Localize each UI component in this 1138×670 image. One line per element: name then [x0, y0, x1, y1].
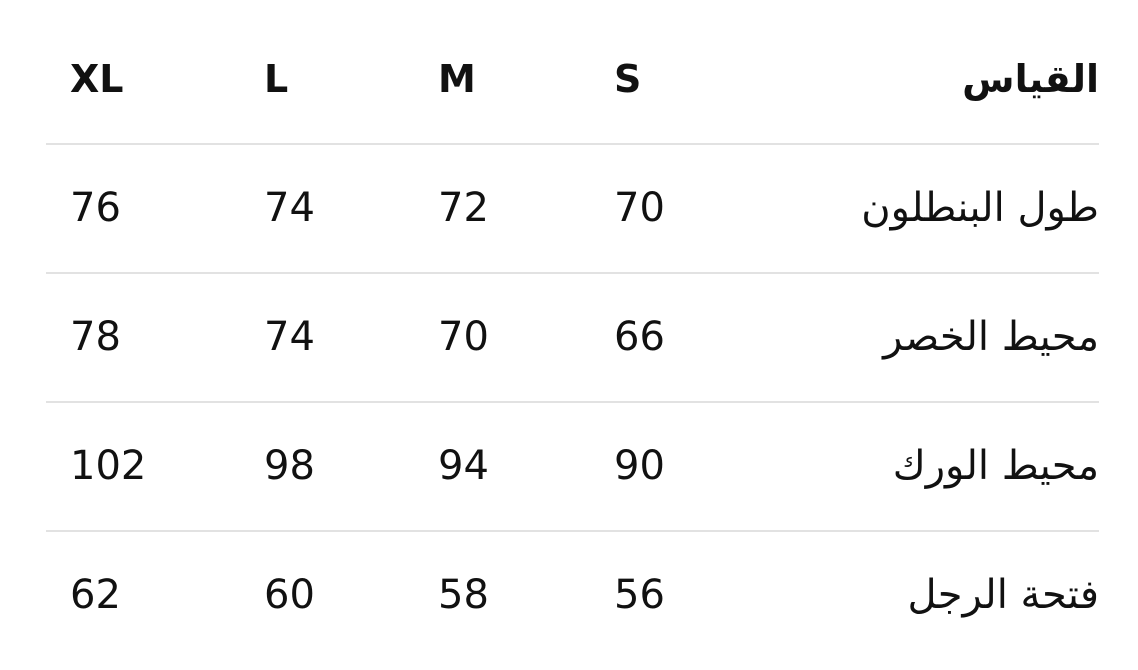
- cell: 56: [614, 571, 665, 618]
- table-row: 76 74 72 70 طول البنطلون: [46, 143, 1099, 274]
- cell: 102: [70, 442, 147, 489]
- table-header: XL L M S القياس: [46, 14, 1099, 145]
- table-row: 78 74 70 66 محيط الخصر: [46, 272, 1099, 403]
- cell: 74: [264, 313, 315, 360]
- cell: 70: [614, 184, 665, 231]
- cell: 60: [264, 571, 315, 618]
- cell: 78: [70, 313, 121, 360]
- row-label: محيط الورك: [892, 442, 1099, 489]
- cell: 76: [70, 184, 121, 231]
- cell: 94: [438, 442, 489, 489]
- cell: 66: [614, 313, 665, 360]
- cell: 62: [70, 571, 121, 618]
- header-label: القياس: [962, 56, 1099, 101]
- header-m: M: [438, 56, 476, 101]
- cell: 70: [438, 313, 489, 360]
- cell: 98: [264, 442, 315, 489]
- table-row: 62 60 58 56 فتحة الرجل: [46, 530, 1099, 659]
- cell: 72: [438, 184, 489, 231]
- table-row: 102 98 94 90 محيط الورك: [46, 401, 1099, 532]
- header-s: S: [614, 56, 642, 101]
- row-label: طول البنطلون: [861, 184, 1099, 231]
- cell: 74: [264, 184, 315, 231]
- row-label: محيط الخصر: [883, 313, 1099, 360]
- cell: 90: [614, 442, 665, 489]
- cell: 58: [438, 571, 489, 618]
- header-xl: XL: [70, 56, 124, 101]
- header-l: L: [264, 56, 289, 101]
- row-label: فتحة الرجل: [907, 571, 1099, 618]
